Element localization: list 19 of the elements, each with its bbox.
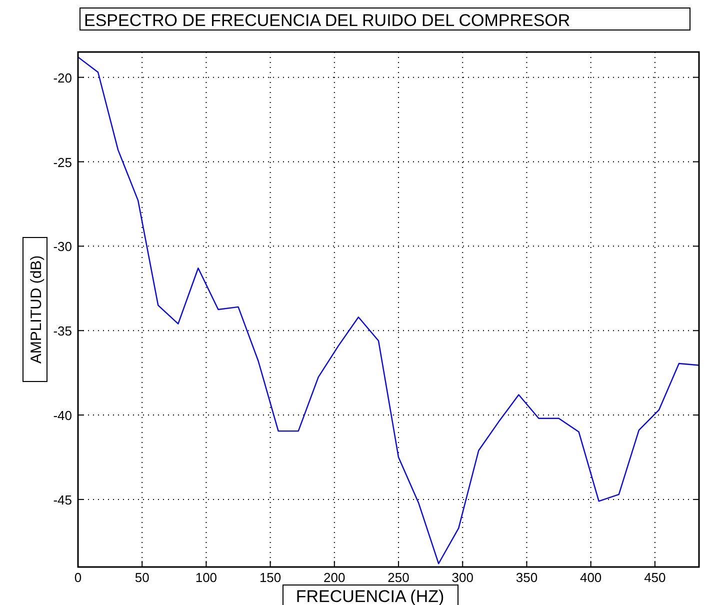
y-tick-label: -40 (53, 408, 72, 424)
y-tick-label: -35 (53, 324, 72, 339)
y-tick-label: -45 (53, 492, 72, 508)
x-tick-label: 450 (644, 570, 666, 585)
chart-title: ESPECTRO DE FRECUENCIA DEL RUIDO DEL COMPRESOR (84, 11, 570, 30)
x-tick-label: 50 (134, 570, 150, 585)
y-tick-label: -20 (53, 70, 72, 86)
x-tick-label: 150 (259, 570, 282, 585)
x-tick-label: 400 (580, 570, 602, 585)
x-tick-label: 100 (195, 570, 218, 585)
y-tick-label: -30 (53, 239, 72, 254)
x-tick-label: 250 (388, 570, 410, 585)
x-tick-label: 300 (452, 570, 474, 585)
y-tick-label: -25 (53, 154, 72, 170)
x-tick-label: 0 (74, 570, 82, 585)
y-axis-title: AMPLITUD (dB) (28, 255, 45, 364)
line-series (77, 56, 700, 564)
x-tick-label: 350 (516, 570, 538, 585)
x-tick-label: 200 (324, 570, 346, 585)
